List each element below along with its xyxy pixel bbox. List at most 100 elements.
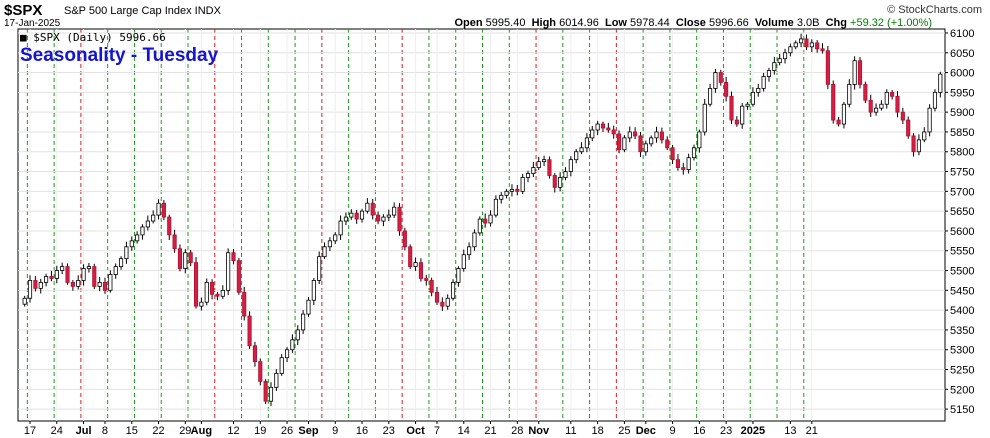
candle-up: [932, 91, 938, 109]
candle-up: [686, 157, 691, 170]
candle-down: [734, 119, 739, 125]
candle-down: [890, 91, 895, 97]
candle-down: [33, 280, 38, 289]
candle-up: [279, 357, 284, 374]
candle-up: [268, 386, 274, 402]
candle-down: [354, 212, 359, 220]
candle-up: [799, 38, 804, 44]
candle-up: [295, 329, 300, 341]
x-tick-label: 28: [511, 425, 523, 437]
x-tick-label: 13: [784, 425, 796, 437]
x-tick-label: 7: [434, 425, 440, 437]
candle-up: [359, 210, 365, 220]
x-tick-label: Jul: [76, 425, 92, 437]
candle-up: [135, 234, 140, 242]
candle-down: [247, 315, 252, 347]
candle-down: [820, 48, 825, 52]
close-label: Close: [675, 17, 706, 29]
tuesday-marker-lines: [26, 29, 805, 421]
candle-up: [643, 143, 648, 153]
y-tick-label: 5300: [950, 345, 974, 357]
candle-up: [226, 252, 231, 291]
candle-up: [445, 297, 450, 307]
candle-down: [804, 38, 809, 48]
candle-up: [327, 240, 332, 248]
y-axis: 5150 5200 5250 5300 5350 5400 5450 5500 5550 5600…: [945, 28, 974, 416]
candle-up: [290, 339, 295, 351]
high-value: 6014.96: [559, 17, 599, 29]
candle-up: [702, 103, 707, 133]
candle-up: [788, 46, 793, 54]
candle-down: [397, 206, 402, 232]
candle-up: [145, 220, 150, 228]
series-legend: ■ $SPX (Daily) 5996.66: [20, 31, 166, 44]
open-label: Open: [454, 17, 483, 29]
candle-up: [343, 216, 349, 222]
x-tick-label: 24: [51, 425, 63, 437]
low-value: 5978.44: [630, 17, 670, 29]
candle-up: [627, 131, 632, 139]
candle-up: [536, 161, 541, 168]
candle-up: [306, 299, 311, 315]
candle-up: [450, 282, 456, 299]
high-label: High: [531, 17, 557, 29]
x-tick-label: Dec: [636, 425, 656, 437]
candle-up: [649, 137, 654, 145]
candle-up: [81, 268, 86, 281]
candle-down: [210, 282, 215, 295]
y-tick-label: 5900: [950, 107, 974, 119]
x-tick-label: 25: [618, 425, 630, 437]
y-tick-label: 5950: [950, 87, 974, 99]
candle-up: [220, 289, 225, 297]
candle-up: [622, 137, 627, 151]
x-tick-label: 15: [126, 425, 138, 437]
plot-frame: [17, 28, 946, 422]
candle-down: [167, 216, 172, 236]
x-tick-label: 9: [332, 425, 338, 437]
x-tick-label: 19: [254, 425, 266, 437]
volume-label: Volume: [754, 17, 794, 29]
candle-up: [745, 103, 750, 107]
candle-down: [434, 291, 440, 303]
candle-up: [317, 256, 322, 281]
candle-up: [740, 105, 745, 125]
x-tick-label: 9: [670, 425, 676, 437]
x-tick-label: Oct: [406, 425, 425, 437]
candle-up: [841, 103, 846, 125]
candle-down: [242, 291, 247, 317]
x-tick-label: 21: [484, 425, 496, 437]
candle-down: [515, 188, 520, 192]
y-tick-label: 6100: [950, 28, 974, 40]
x-tick-label: 22: [152, 425, 164, 437]
y-tick-label: 5850: [950, 127, 974, 139]
candle-down: [665, 139, 670, 149]
candle-up: [472, 232, 477, 248]
candle-up: [108, 274, 113, 291]
candle-down: [815, 42, 820, 50]
candle-up: [584, 137, 589, 149]
candle-down: [906, 119, 911, 137]
candle-down: [424, 278, 429, 281]
candle-down: [49, 276, 54, 279]
volume-value: 3.0B: [796, 17, 820, 29]
candle-up: [927, 107, 932, 133]
y-tick-label: 5750: [950, 167, 974, 179]
candle-up: [713, 72, 718, 89]
candle-up: [595, 123, 600, 131]
chg-value: +59.32 (+1.00%): [850, 17, 932, 29]
candle-up: [568, 159, 573, 172]
x-tick-label: 11: [565, 425, 576, 437]
candle-down: [606, 127, 611, 131]
open-value: 5995.40: [485, 17, 526, 29]
x-tick-label: 23: [383, 425, 395, 437]
candle-down: [188, 252, 193, 264]
brand-credit: © StockCharts.com: [887, 4, 982, 16]
candle-up: [381, 216, 386, 222]
candle-up: [922, 131, 927, 141]
candle-down: [600, 123, 606, 129]
candle-down: [402, 230, 407, 248]
x-tick-label: 26: [281, 425, 293, 437]
candle-up: [879, 103, 884, 109]
x-tick-label: 2025: [741, 425, 765, 437]
x-tick-label: 16: [693, 425, 705, 437]
